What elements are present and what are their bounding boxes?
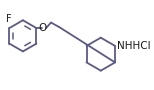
Text: F: F [6, 14, 11, 24]
Text: O: O [39, 23, 47, 33]
Text: NHHCl: NHHCl [117, 41, 150, 51]
